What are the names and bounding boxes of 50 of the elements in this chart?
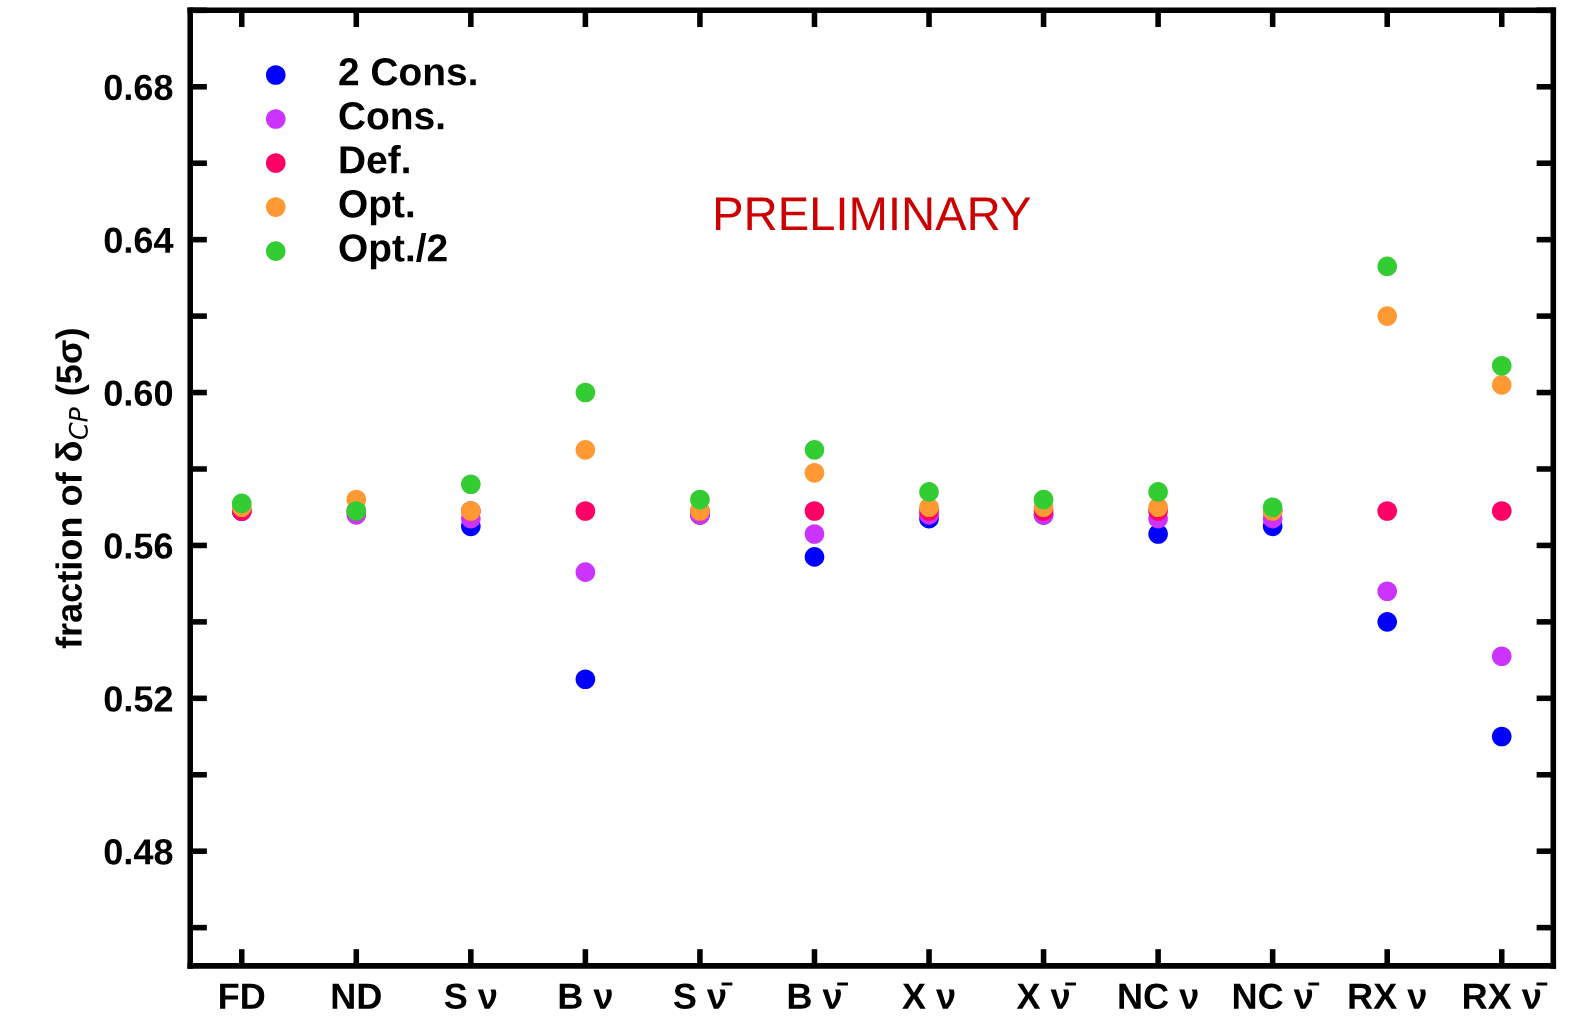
point (575, 382, 596, 403)
x-tick-label: FD (220, 983, 265, 1009)
point (804, 462, 825, 483)
point (1491, 501, 1512, 521)
x-tick-label: B ν̄ (788, 982, 848, 1009)
y-tick-label: 0.68 (104, 74, 173, 101)
point (1491, 355, 1512, 376)
legend-label: Def. (340, 145, 409, 174)
legend-label: 2 Cons. (339, 58, 476, 86)
point (575, 501, 596, 521)
legend-label: Cons. (339, 102, 444, 130)
point (575, 562, 596, 582)
point (575, 669, 596, 690)
annotation: PRELIMINARY (715, 197, 1031, 231)
point (804, 547, 825, 567)
y-tick-label: 0.64 (104, 227, 174, 254)
y-axis-title: fraction of δ$_{CP}$ (5σ) (55, 329, 90, 649)
x-tick-label: RX ν (1349, 983, 1426, 1009)
point (919, 482, 939, 502)
point (804, 524, 825, 544)
x-tick-label: X ν̄ (1016, 982, 1077, 1009)
y-tick-label: 0.60 (104, 380, 173, 406)
point (1377, 256, 1398, 277)
x-tick-label: S ν̄ (673, 982, 733, 1010)
x-tick-label: S ν (444, 983, 497, 1010)
legend-label: Opt./2 (339, 233, 447, 270)
y-tick-label: 0.56 (104, 533, 173, 559)
legend-label: Opt. (339, 190, 414, 226)
point (804, 440, 825, 460)
point (1377, 306, 1398, 326)
point (1491, 375, 1512, 395)
x-tick-label: B ν (559, 983, 612, 1009)
point (1491, 646, 1512, 667)
point (575, 440, 596, 460)
y-tick-label: 0.52 (104, 686, 173, 712)
x-tick-label: RX ν̄ (1464, 982, 1548, 1009)
point (1491, 726, 1512, 747)
x-tick-label: NC ν (1119, 983, 1198, 1010)
x-tick-label: X ν (902, 983, 955, 1009)
point (690, 489, 710, 510)
point (1377, 612, 1398, 632)
x-tick-label: NC ν̄ (1233, 982, 1320, 1010)
point (804, 501, 825, 521)
point (1377, 501, 1398, 521)
point (1377, 581, 1398, 602)
x-tick-label: ND (332, 983, 381, 1009)
point (1033, 489, 1054, 510)
point (1148, 482, 1168, 502)
y-tick-label: 0.48 (104, 839, 173, 865)
point (461, 474, 481, 495)
